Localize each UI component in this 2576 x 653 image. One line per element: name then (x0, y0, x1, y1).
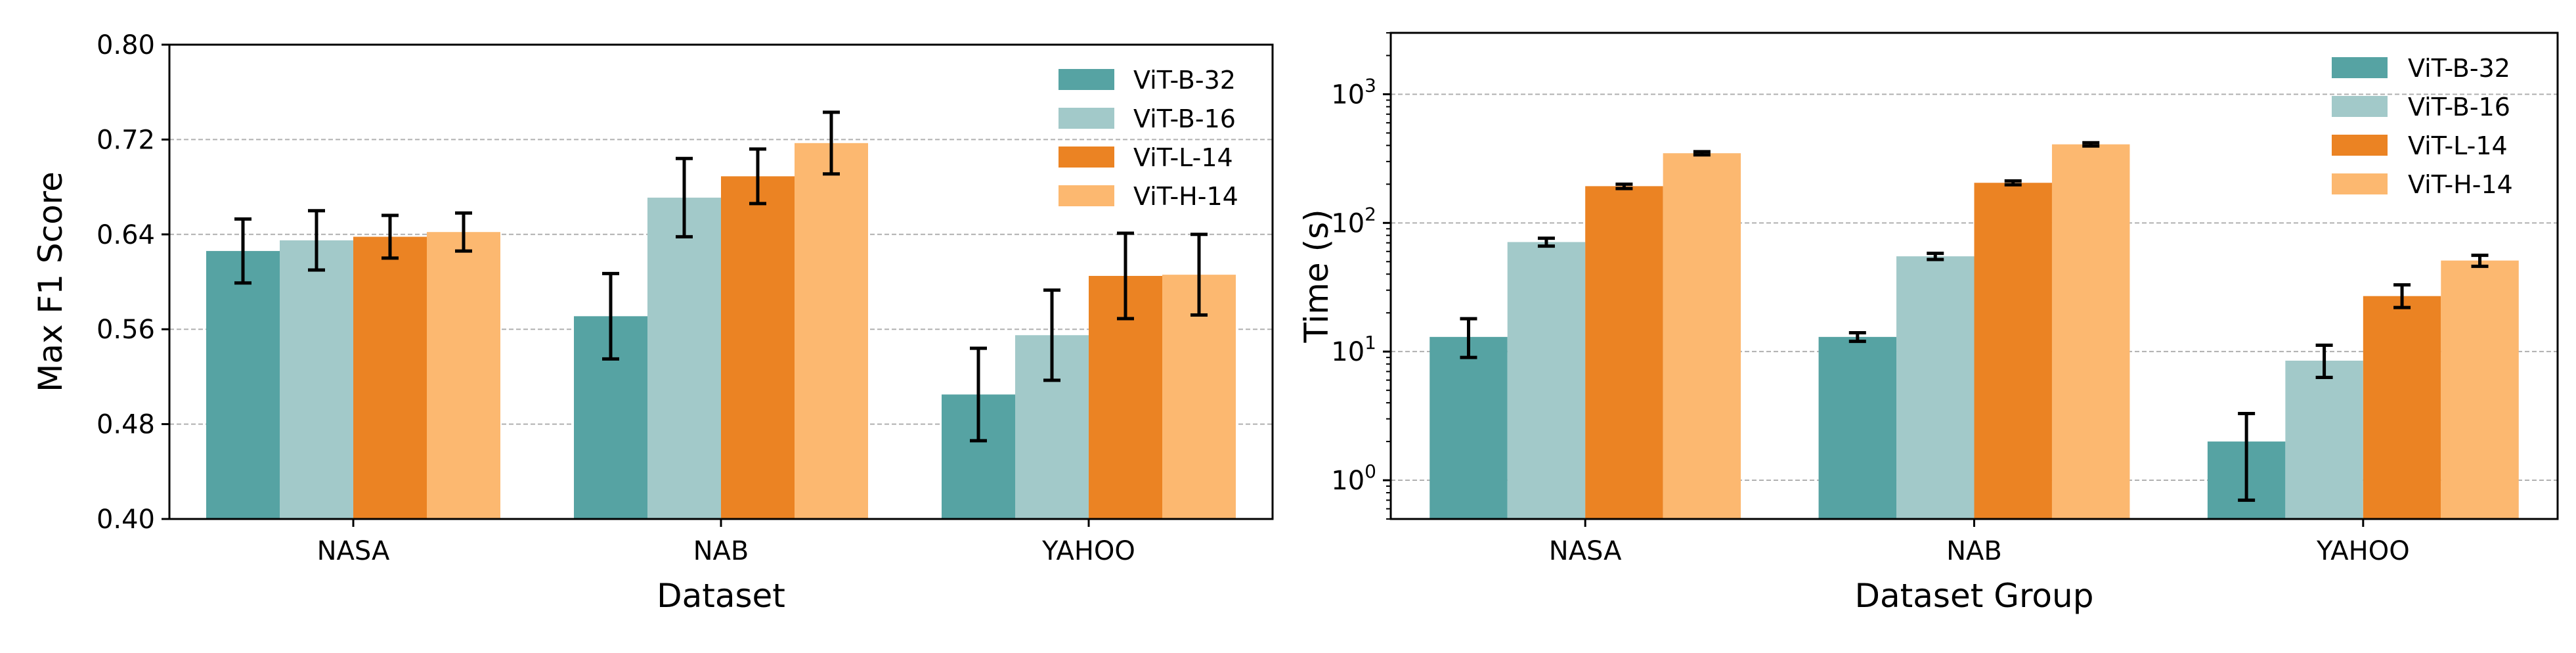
legend-swatch (2332, 57, 2388, 78)
time-legend: ViT-B-32 ViT-B-16 ViT-L-14 ViT-H-14 (2332, 54, 2513, 199)
bar-vit-l-14-nab (1974, 183, 2052, 519)
bar-vit-b-32-nasa (1430, 336, 1508, 519)
bar-vit-b-16-yahoo (2285, 361, 2363, 519)
legend-label: ViT-B-16 (1133, 104, 1236, 133)
time-bars (1430, 144, 2519, 520)
bar-vit-b-16-nab (647, 197, 721, 519)
legend-label: ViT-B-32 (1133, 66, 1236, 95)
y-tick-label: 0.40 (97, 505, 155, 535)
legend-swatch (1059, 146, 1114, 168)
y-tick-label: 0.56 (97, 315, 155, 345)
legend-label: ViT-H-14 (1133, 182, 1238, 211)
bar-vit-b-32-nab (1818, 336, 1897, 519)
legend-swatch (1059, 108, 1114, 129)
bar-vit-h-14-nasa (427, 232, 500, 519)
f1-bars (206, 143, 1236, 520)
x-tick-label: YAHOO (2316, 536, 2410, 566)
legend-swatch (1059, 185, 1114, 206)
f1-x-ticks: NASA NAB YAHOO (317, 519, 1135, 566)
f1-legend: ViT-B-32 ViT-B-16 ViT-L-14 ViT-H-14 (1059, 66, 1238, 211)
x-tick-label: NASA (317, 536, 390, 566)
time-error-bars (1460, 141, 2489, 502)
legend-label: ViT-H-14 (2408, 170, 2513, 199)
y-tick-label: 103 (1331, 74, 1376, 110)
f1-error-bars (234, 110, 1208, 443)
x-tick-label: NAB (1946, 536, 2002, 566)
legend-label: ViT-L-14 (2408, 131, 2508, 160)
bar-vit-b-16-nab (1896, 256, 1975, 519)
bar-vit-l-14-yahoo (2363, 296, 2441, 519)
y-tick-label: 0.72 (97, 125, 155, 155)
bar-vit-h-14-yahoo (2441, 260, 2519, 519)
time-y-ticks: 100 101 102 103 (1331, 32, 1391, 520)
x-tick-label: NASA (1549, 536, 1622, 566)
f1-score-chart: 0.40 0.48 0.56 0.64 0.72 0.80 NASA NAB YAHOO Da… (32, 30, 1274, 615)
y-tick-label: 0.64 (97, 220, 155, 250)
bar-vit-b-16-nasa (280, 240, 353, 519)
legend-label: ViT-B-16 (2408, 93, 2510, 122)
bar-vit-l-14-nasa (1585, 186, 1663, 519)
bar-vit-l-14-nab (721, 176, 795, 520)
time-x-ticks: NASA NAB YAHOO (1549, 519, 2410, 566)
x-tick-label: NAB (693, 536, 749, 566)
x-tick-label: YAHOO (1041, 536, 1135, 566)
y-tick-label: 101 (1331, 332, 1376, 367)
legend-label: ViT-B-32 (2408, 54, 2510, 83)
bar-vit-h-14-nab (795, 143, 868, 519)
f1-x-axis-label: Dataset (657, 577, 785, 615)
y-tick-label: 100 (1331, 461, 1376, 496)
bar-vit-h-14-nasa (1663, 153, 1741, 520)
time-x-axis-label: Dataset Group (1855, 577, 2094, 615)
bar-vit-b-32-nasa (206, 251, 280, 519)
legend-swatch (2332, 135, 2388, 156)
legend-swatch (2332, 96, 2388, 117)
bar-vit-b-16-nasa (1507, 242, 1586, 519)
y-tick-label: 0.48 (97, 410, 155, 440)
f1-y-axis-label: Max F1 Score (32, 171, 70, 392)
time-y-axis-label: Time (s) (1298, 209, 1336, 343)
legend-swatch (2332, 173, 2388, 194)
legend-label: ViT-L-14 (1133, 143, 1233, 172)
f1-y-ticks: 0.40 0.48 0.56 0.64 0.72 0.80 (97, 30, 169, 535)
bar-vit-h-14-nab (2051, 144, 2130, 520)
y-tick-label: 102 (1331, 203, 1376, 238)
y-tick-label: 0.80 (97, 30, 155, 60)
bar-vit-l-14-nasa (353, 236, 427, 519)
legend-swatch (1059, 69, 1114, 90)
